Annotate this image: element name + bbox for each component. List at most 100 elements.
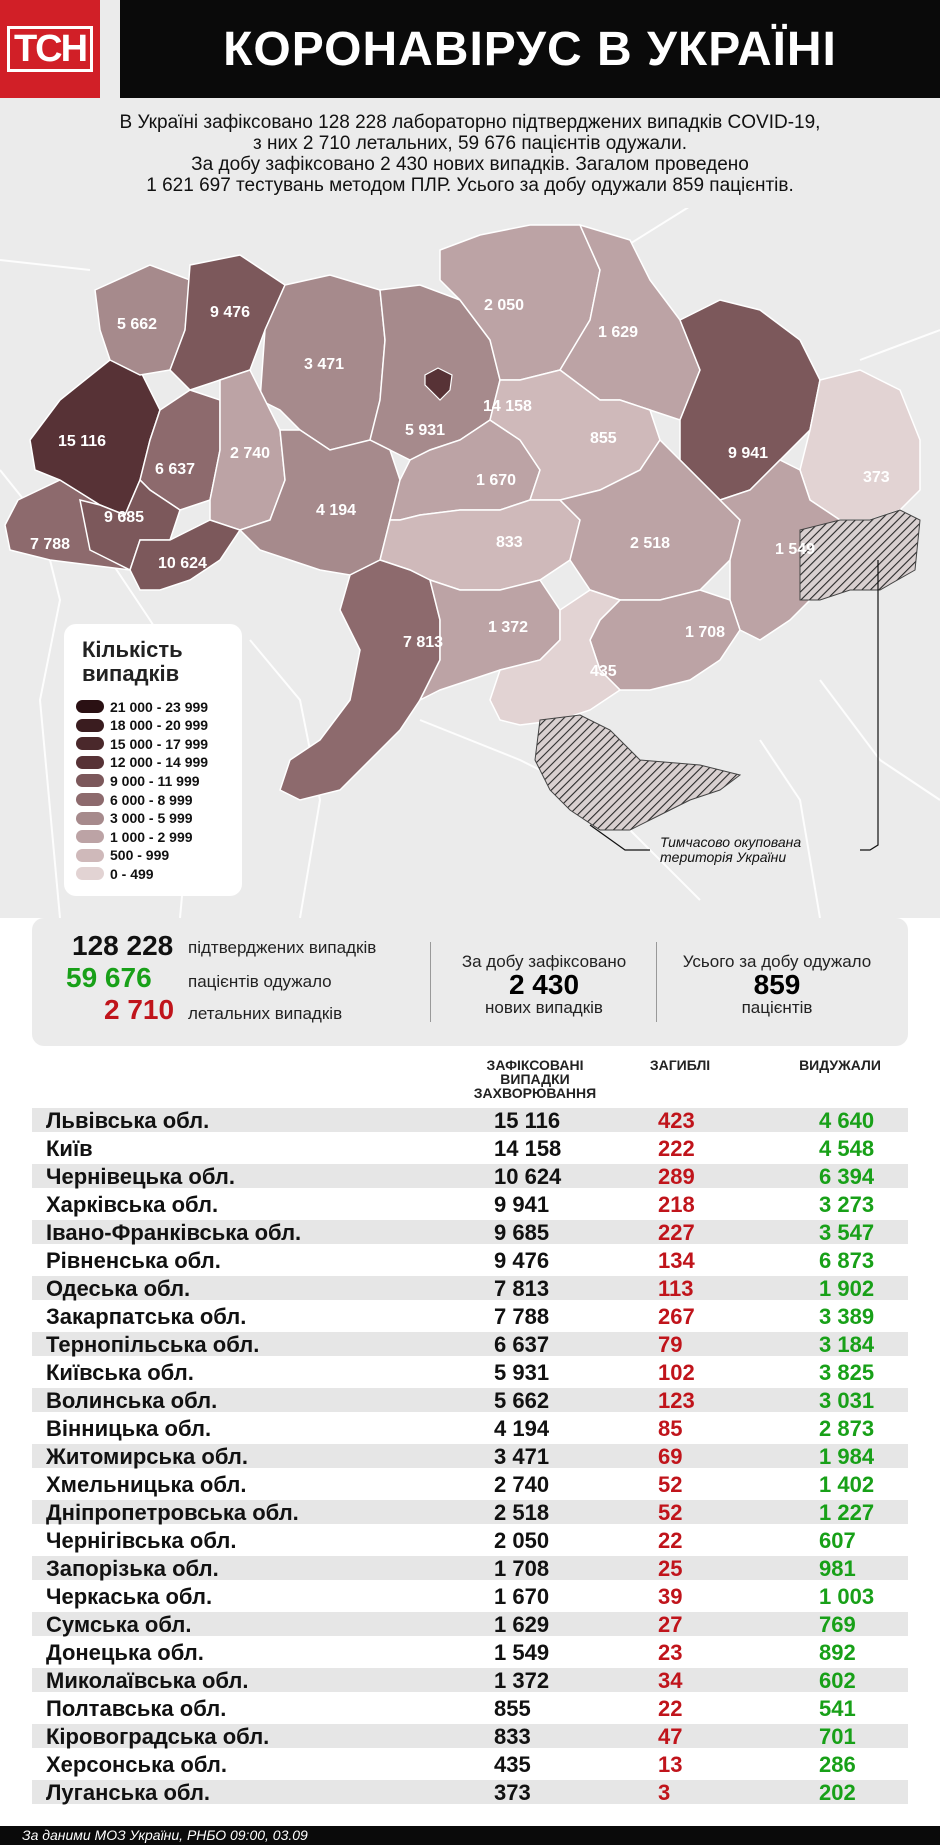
- deaths-value: 113: [658, 1276, 694, 1301]
- page-title: КОРОНАВІРУС В УКРАЇНІ: [223, 22, 837, 76]
- table-row: Миколаївська обл. 1 372 34 602: [32, 1668, 908, 1693]
- daily-cases-bottom: нових випадків: [485, 998, 603, 1017]
- cases-value: 9 941: [494, 1192, 550, 1217]
- callout-lines: [589, 560, 879, 851]
- cases-value: 14 158: [494, 1136, 562, 1161]
- daily-cases-top: За добу зафіксовано: [461, 952, 627, 971]
- cases-value: 7 813: [494, 1276, 550, 1301]
- intro-text: В Україні зафіксовано 128 228 лабораторн…: [0, 98, 940, 208]
- table-row: Київ 14 158 222 4 548: [32, 1136, 908, 1161]
- table-row: Полтавська обл. 855 22 541: [32, 1696, 908, 1721]
- cases-value: 1 549: [494, 1640, 550, 1665]
- region-kyiv-city: [424, 367, 453, 401]
- recovered-value: 6 873: [819, 1248, 875, 1273]
- recovered-value: 3 184: [819, 1332, 875, 1357]
- region-ivano-frankivska: [79, 478, 181, 572]
- recovered-value: 1 402: [819, 1472, 875, 1497]
- legend-swatch: [76, 718, 104, 732]
- label-sumska: 1 629: [598, 324, 638, 341]
- table-row: Тернопільська обл. 6 637 79 3 184: [32, 1332, 908, 1357]
- recovered-label: пацієнтів одужало: [188, 972, 332, 991]
- region-name: Тернопільська обл.: [46, 1332, 260, 1357]
- cases-value: 5 662: [494, 1388, 550, 1413]
- logo-text: ТСН: [6, 26, 94, 72]
- table-row: Закарпатська обл. 7 788 267 3 389: [32, 1304, 908, 1329]
- deaths-value: 85: [658, 1416, 683, 1441]
- label-lvivska: 15 116: [58, 433, 106, 450]
- recovered-value: 202: [819, 1780, 856, 1805]
- col-header-recovered: ВИДУЖАЛИ: [799, 1057, 881, 1073]
- table-row: Донецька обл. 1 549 23 892: [32, 1640, 908, 1665]
- region-name: Київська обл.: [46, 1360, 194, 1385]
- occupied-territories: [534, 509, 921, 831]
- label-chernivetska: 10 624: [158, 555, 207, 572]
- legend-title-line: випадків: [82, 661, 180, 686]
- region-name: Донецька обл.: [46, 1640, 204, 1665]
- label-ivano-frankivska: 9 685: [104, 509, 144, 526]
- label-zhytomyrska: 3 471: [304, 356, 344, 373]
- legend-label: 500 - 999: [110, 847, 170, 864]
- legend-swatch: [76, 830, 104, 844]
- deaths-value: 27: [658, 1612, 683, 1637]
- cases-value: 1 708: [494, 1556, 550, 1581]
- table-row: Сумська обл. 1 629 27 769: [32, 1612, 908, 1637]
- region-name: Івано-Франківська обл.: [46, 1220, 302, 1245]
- recovered-value: 2 873: [819, 1416, 875, 1441]
- table-row: Харківська обл. 9 941 218 3 273: [32, 1192, 908, 1217]
- label-chernihivska: 2 050: [484, 297, 524, 314]
- region-name: Луганська обл.: [46, 1780, 211, 1805]
- cases-value: 1 670: [494, 1584, 550, 1609]
- deaths-value: 47: [658, 1724, 683, 1749]
- cases-value: 4 194: [494, 1416, 550, 1441]
- legend-item: 21 000 - 23 999: [76, 698, 208, 715]
- label-luhanska: 373: [863, 469, 890, 486]
- table-row: Київська обл. 5 931 102 3 825: [32, 1360, 908, 1385]
- label-ternopilska: 6 637: [155, 461, 195, 478]
- label-donetska: 1 549: [775, 541, 815, 558]
- cases-value: 1 372: [494, 1668, 550, 1693]
- cases-value: 373: [494, 1780, 531, 1805]
- label-dnipropetrovska: 2 518: [630, 535, 670, 552]
- label-kharkivska: 9 941: [728, 445, 768, 462]
- table-row: Рівненська обл. 9 476 134 6 873: [32, 1248, 908, 1273]
- deaths-value: 3: [658, 1780, 671, 1805]
- legend-swatch: [76, 867, 104, 881]
- label-khmelnytska: 2 740: [230, 445, 270, 462]
- legend-label: 18 000 - 20 999: [110, 717, 209, 734]
- region-name: Одеська обл.: [46, 1276, 191, 1301]
- deaths-value: 79: [658, 1332, 683, 1357]
- legend-title-line: Кількість: [82, 637, 183, 662]
- region-name: Львівська обл.: [46, 1108, 210, 1133]
- daily-recovered-top: Усього за добу одужало: [682, 952, 872, 971]
- legend-item: 6 000 - 8 999: [76, 791, 193, 808]
- legend-item: 12 000 - 14 999: [76, 754, 208, 771]
- deaths-label: летальних випадків: [188, 1004, 343, 1023]
- deaths-count: 2 710: [104, 994, 175, 1025]
- confirmed-label: підтверджених випадків: [188, 938, 377, 957]
- cases-value: 9 685: [494, 1220, 550, 1245]
- cases-value: 2 050: [494, 1528, 550, 1553]
- region-luhanska: [799, 369, 921, 521]
- footer: За даними МОЗ України, РНБО 09:00, 03.09: [0, 1826, 940, 1845]
- table-row: Луганська обл. 373 3 202: [32, 1780, 908, 1805]
- cases-value: 15 116: [494, 1108, 561, 1133]
- daily-cases-block: За добу зафіксовано 2 430 нових випадків: [432, 952, 656, 1018]
- intro-line: з них 2 710 летальних, 59 676 пацієнтів …: [253, 133, 687, 154]
- cases-value: 1 629: [494, 1612, 550, 1637]
- label-zaporizka: 1 708: [685, 624, 725, 641]
- deaths-value: 102: [658, 1360, 695, 1385]
- recovered-value: 3 547: [819, 1220, 875, 1245]
- recovered-value: 769: [819, 1612, 856, 1637]
- legend-item: 15 000 - 17 999: [76, 735, 208, 752]
- table-row: Львівська обл. 15 116 423 4 640: [32, 1108, 908, 1133]
- legend-swatch: [76, 755, 104, 769]
- region-name: Хмельницька обл.: [46, 1472, 247, 1497]
- legend-swatch: [76, 848, 104, 862]
- recovered-value: 701: [819, 1724, 856, 1749]
- deaths-value: 22: [658, 1528, 683, 1553]
- region-ternopilska: [139, 389, 221, 511]
- recovered-value: 892: [819, 1640, 856, 1665]
- legend-label: 15 000 - 17 999: [110, 735, 209, 752]
- region-name: Херсонська обл.: [46, 1752, 227, 1777]
- recovered-value: 3 273: [819, 1192, 875, 1217]
